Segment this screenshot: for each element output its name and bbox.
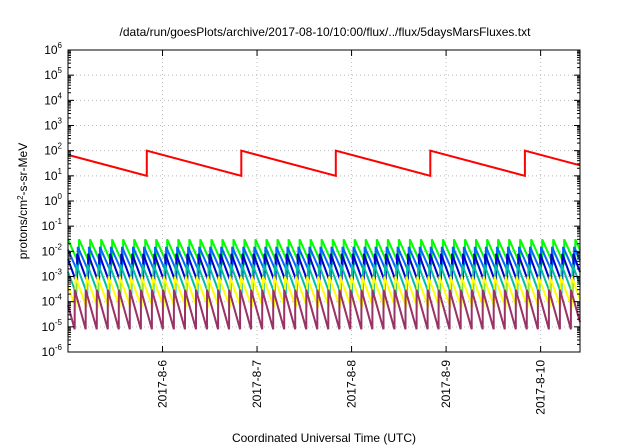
y-axis-label-post: -s-sr-MeV	[16, 143, 30, 196]
y-tick-base: 10	[42, 320, 56, 334]
y-tick-base: 10	[42, 345, 56, 359]
y-tick-exponent: -1	[55, 217, 63, 226]
y-tick-exponent: -5	[55, 318, 63, 327]
y-tick-exponent: -4	[55, 293, 63, 302]
x-tick-label: 2017-8-8	[345, 360, 359, 408]
x-tick-label: 2017-8-9	[439, 360, 453, 408]
y-tick-base: 10	[42, 219, 56, 233]
y-axis-label-pre: protons/cm	[16, 200, 30, 259]
y-tick-exponent: 2	[58, 142, 63, 151]
y-tick-base: 10	[44, 169, 58, 183]
x-tick-label: 2017-8-7	[250, 360, 264, 408]
series-line-7	[67, 289, 581, 330]
y-tick-label: 10-3	[42, 268, 63, 284]
y-tick-base: 10	[44, 93, 58, 107]
y-tick-exponent: 0	[58, 192, 63, 201]
x-axis: 2017-8-6 2017-8-7 2017-8-8 2017-8-9 2017-8-1…	[156, 50, 548, 415]
series-line-1	[67, 149, 581, 178]
y-axis-label: protons/cm2-s-sr-MeV	[16, 143, 31, 259]
series-line-5	[67, 264, 581, 295]
y-tick-label: 10-1	[42, 217, 63, 233]
y-tick-label: 105	[44, 66, 62, 82]
chart-title: /data/run/goesPlots/archive/2017-08-10/1…	[120, 25, 532, 39]
y-tick-label: 103	[44, 117, 62, 133]
x-tick-label: 2017-8-6	[156, 360, 170, 408]
y-tick-base: 10	[44, 194, 58, 208]
y-tick-exponent: -6	[55, 343, 63, 352]
y-tick-exponent: 5	[58, 66, 63, 75]
y-tick-label: 102	[44, 142, 62, 158]
y-tick-exponent: -3	[55, 268, 63, 277]
y-tick-label: 10-6	[42, 343, 63, 359]
y-axis-label-sup: 2	[16, 195, 25, 200]
y-tick-exponent: 1	[58, 167, 63, 176]
x-axis-label: Coordinated Universal Time (UTC)	[232, 431, 416, 445]
y-tick-base: 10	[42, 270, 56, 284]
y-tick-base: 10	[42, 244, 56, 258]
y-tick-exponent: 4	[58, 91, 63, 100]
y-tick-exponent: -2	[55, 242, 63, 251]
y-tick-exponent: 6	[58, 41, 63, 50]
y-tick-base: 10	[44, 68, 58, 82]
y-tick-label: 104	[44, 91, 62, 107]
y-tick-base: 10	[42, 295, 56, 309]
y-tick-base: 10	[44, 119, 58, 133]
y-axis: 10-610-510-410-310-210-11001011021031041…	[42, 41, 580, 359]
x-tick-label: 2017-8-10	[534, 360, 548, 415]
y-tick-label: 106	[44, 41, 62, 57]
y-tick-exponent: 3	[58, 117, 63, 126]
y-tick-label: 100	[44, 192, 62, 208]
y-tick-base: 10	[44, 144, 58, 158]
y-tick-label: 10-2	[42, 242, 63, 258]
y-tick-label: 101	[44, 167, 62, 183]
y-tick-base: 10	[44, 43, 58, 57]
y-tick-label: 10-5	[42, 318, 63, 334]
y-tick-label: 10-4	[42, 293, 63, 309]
series-layer	[67, 149, 581, 330]
